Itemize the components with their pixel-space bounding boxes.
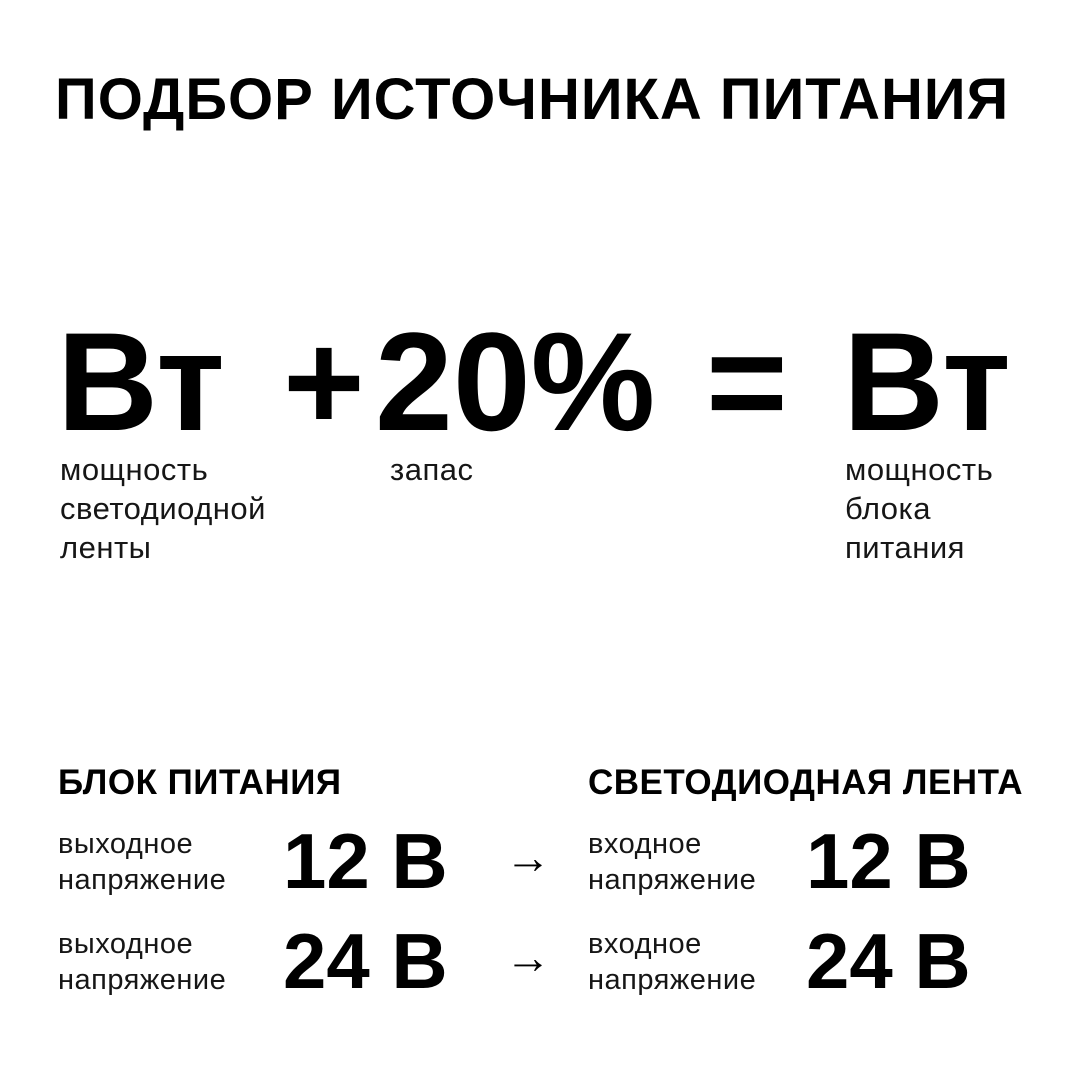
strip-row2-label-line2: напряжение xyxy=(588,964,757,996)
strip-power-label: мощность светодиодной ленты xyxy=(60,450,266,567)
formula-term-strip-watts: Вт xyxy=(57,303,225,460)
psu-row1-voltage: 12 В xyxy=(283,817,448,905)
strip-power-label-line1: мощность xyxy=(60,452,209,487)
equals-operator: = xyxy=(706,303,788,460)
psu-power-label-line2: блока xyxy=(845,491,932,526)
psu-power-label: мощность блока питания xyxy=(845,450,993,567)
psu-power-label-line3: питания xyxy=(845,530,965,565)
formula-term-psu-watts: Вт xyxy=(843,303,1011,460)
strip-row2-label: входное напряжение xyxy=(588,926,756,998)
plus-operator: + xyxy=(283,303,365,460)
right-arrow-icon: → xyxy=(505,931,551,983)
strip-row2-voltage: 24 В xyxy=(806,917,971,1005)
psu-row2-voltage: 24 В xyxy=(283,917,448,1005)
strip-row1-label-line1: входное xyxy=(588,828,702,860)
reserve-label: запас xyxy=(390,450,473,489)
psu-column-header: БЛОК ПИТАНИЯ xyxy=(58,763,342,802)
strip-row1-label: входное напряжение xyxy=(588,826,756,898)
page-title: ПОДБОР ИСТОЧНИКА ПИТАНИЯ xyxy=(55,67,1010,132)
strip-row1-voltage: 12 В xyxy=(806,817,971,905)
formula-term-reserve-percent: 20% xyxy=(375,303,656,460)
strip-row1-label-line2: напряжение xyxy=(588,864,757,896)
psu-row1-label-line1: выходное xyxy=(58,828,194,860)
strip-power-label-line3: ленты xyxy=(60,530,152,565)
psu-row2-label-line2: напряжение xyxy=(58,964,227,996)
reserve-label-line1: запас xyxy=(390,452,474,487)
strip-row2-label-line1: входное xyxy=(588,928,702,960)
led-strip-column-header: СВЕТОДИОДНАЯ ЛЕНТА xyxy=(588,763,1024,802)
psu-row2-label-line1: выходное xyxy=(58,928,194,960)
strip-power-label-line2: светодиодной xyxy=(60,491,266,526)
psu-power-label-line1: мощность xyxy=(845,452,994,487)
psu-row2-label: выходное напряжение xyxy=(58,926,226,998)
psu-row1-label-line2: напряжение xyxy=(58,864,227,896)
psu-row1-label: выходное напряжение xyxy=(58,826,226,898)
right-arrow-icon: → xyxy=(505,831,551,883)
